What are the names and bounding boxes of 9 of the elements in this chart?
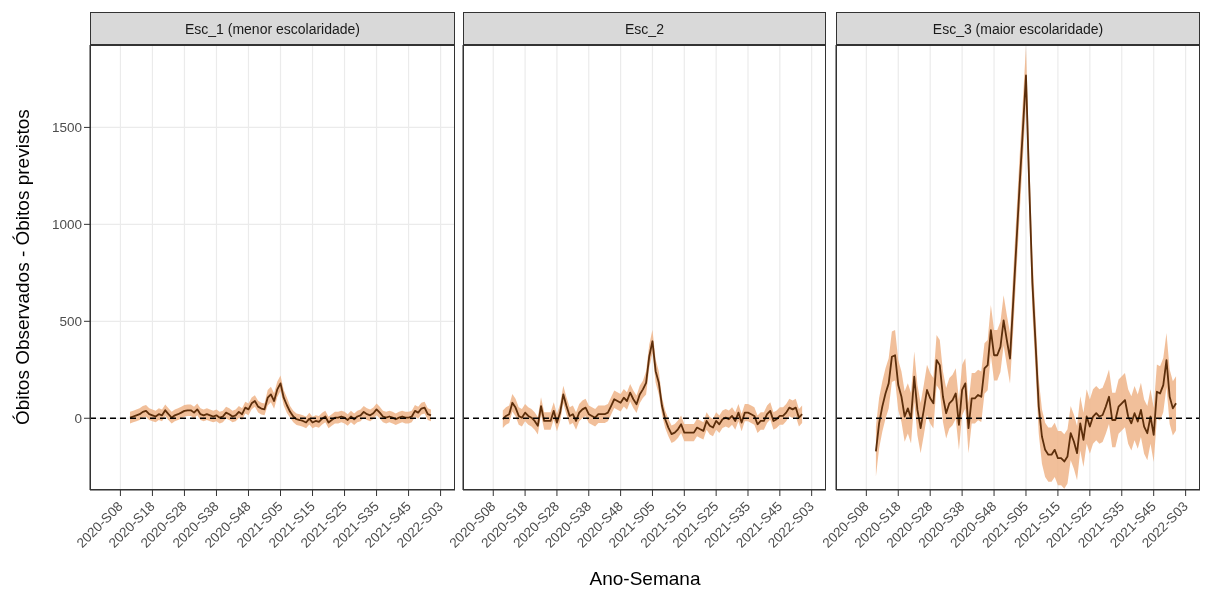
- y-axis-title: Óbitos Observados - Óbitos previstos: [11, 108, 34, 428]
- y-tick-label: 500: [59, 314, 82, 330]
- y-tick-label: 0: [74, 411, 82, 427]
- y-tick-label: 1500: [51, 120, 82, 136]
- x-axis-title: Ano-Semana: [588, 568, 702, 590]
- chart-title: Esc_1 (menor escolaridade): [90, 12, 455, 45]
- chart-title: Esc_3 (maior escolaridade): [836, 12, 1200, 45]
- chart-title: Esc_2: [463, 12, 826, 45]
- y-tick-label: 1000: [51, 217, 82, 233]
